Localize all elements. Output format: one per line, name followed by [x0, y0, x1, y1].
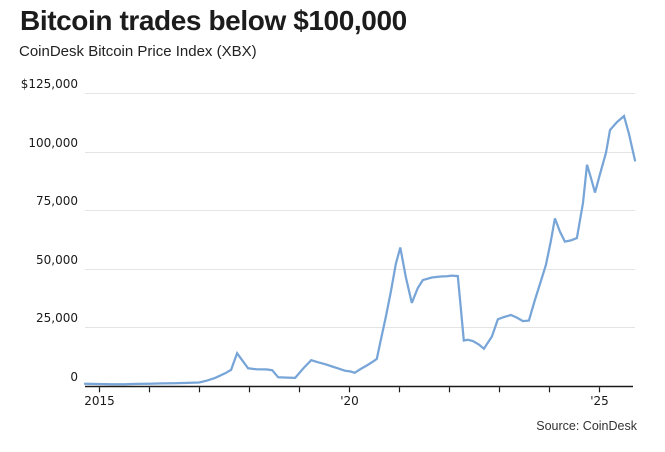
y-tick-label: 100,000 [28, 136, 78, 150]
y-tick-label: 0 [70, 370, 78, 384]
x-tick-label: '25 [590, 394, 609, 408]
y-tick-label: 50,000 [36, 253, 78, 267]
price-line [83, 113, 637, 386]
y-tick-label: 25,000 [36, 311, 78, 325]
x-tick-label: '20 [340, 394, 359, 408]
y-tick-label: 75,000 [36, 194, 78, 208]
x-tick-label: 2015 [84, 394, 115, 408]
source-attribution: Source: CoinDesk [536, 419, 637, 433]
y-tick-label: $125,000 [21, 77, 78, 91]
chart-subtitle: CoinDesk Bitcoin Price Index (XBX) [19, 43, 257, 60]
chart-title: Bitcoin trades below $100,000 [20, 5, 407, 36]
